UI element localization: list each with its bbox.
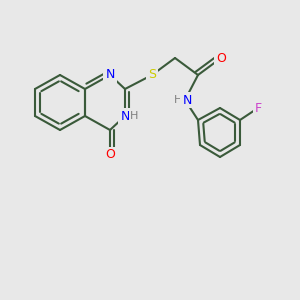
Text: N: N	[182, 94, 192, 106]
Text: S: S	[148, 68, 156, 82]
Text: N: N	[120, 110, 130, 122]
Text: F: F	[254, 101, 262, 115]
Text: N: N	[105, 68, 115, 82]
Text: O: O	[105, 148, 115, 161]
Text: H: H	[130, 111, 138, 121]
Text: H: H	[174, 95, 182, 105]
Text: O: O	[216, 52, 226, 64]
